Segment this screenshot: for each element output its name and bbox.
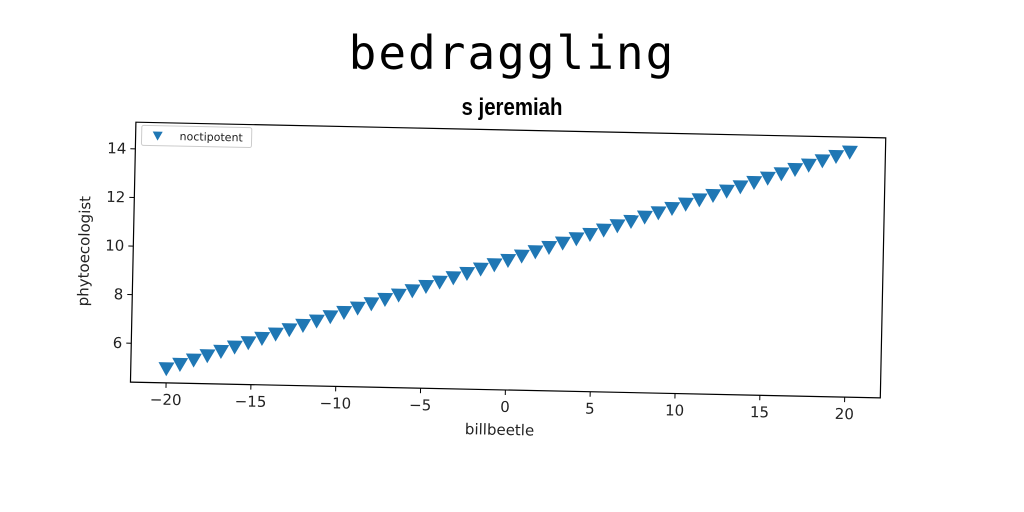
data-point bbox=[595, 223, 612, 238]
x-tick-label: 10 bbox=[665, 401, 684, 419]
data-point bbox=[732, 180, 749, 195]
series-markers bbox=[158, 145, 858, 377]
x-tick-label: −20 bbox=[150, 391, 182, 410]
data-point bbox=[541, 240, 558, 256]
data-point bbox=[213, 344, 230, 359]
data-point bbox=[158, 362, 175, 377]
data-point bbox=[759, 171, 776, 186]
data-point bbox=[677, 197, 694, 212]
data-point bbox=[418, 279, 435, 294]
data-point bbox=[472, 262, 489, 277]
data-point bbox=[800, 158, 817, 173]
data-point bbox=[185, 353, 202, 368]
x-tick-label: 15 bbox=[750, 403, 769, 421]
data-point bbox=[718, 184, 735, 199]
data-point bbox=[240, 336, 257, 351]
data-point bbox=[527, 245, 544, 260]
data-point bbox=[787, 162, 804, 178]
data-point bbox=[814, 154, 831, 169]
y-tick-label: 6 bbox=[113, 334, 123, 352]
data-point bbox=[664, 201, 681, 217]
data-point bbox=[363, 297, 380, 312]
legend-marker bbox=[152, 131, 163, 141]
data-point bbox=[568, 232, 585, 247]
data-point bbox=[295, 318, 312, 333]
data-point bbox=[199, 349, 216, 364]
data-point bbox=[349, 301, 366, 316]
data-point bbox=[609, 219, 626, 234]
data-point bbox=[828, 149, 845, 165]
data-point bbox=[267, 327, 284, 342]
x-tick-label: 0 bbox=[500, 398, 510, 416]
y-tick-label: 10 bbox=[105, 236, 124, 254]
data-point bbox=[582, 227, 599, 243]
chart-title: bedraggling bbox=[348, 26, 676, 80]
data-point bbox=[746, 175, 763, 191]
data-point bbox=[650, 206, 667, 221]
data-point bbox=[636, 210, 653, 225]
data-point bbox=[172, 357, 189, 372]
data-point bbox=[322, 310, 339, 325]
data-point bbox=[390, 288, 407, 303]
data-point bbox=[226, 340, 243, 355]
x-tick-label: −10 bbox=[319, 394, 351, 413]
data-point bbox=[336, 305, 353, 320]
x-tick-label: −15 bbox=[235, 392, 267, 411]
chart-subtitle: s jeremiah bbox=[461, 94, 563, 121]
data-point bbox=[404, 284, 421, 299]
data-point bbox=[254, 331, 271, 346]
data-point bbox=[513, 249, 530, 264]
y-tick-label: 8 bbox=[114, 285, 124, 303]
data-point bbox=[841, 145, 858, 160]
data-point bbox=[773, 167, 790, 182]
data-point bbox=[623, 214, 640, 230]
data-point bbox=[500, 253, 517, 268]
x-tick-label: 5 bbox=[585, 400, 595, 418]
data-point bbox=[308, 314, 325, 329]
y-axis: 6 8 10 12 14 bbox=[105, 139, 136, 352]
data-point bbox=[431, 275, 448, 290]
y-tick-label: 12 bbox=[106, 188, 125, 206]
x-tick-label: −5 bbox=[409, 396, 431, 414]
legend-box bbox=[140, 124, 253, 149]
data-point bbox=[705, 188, 722, 204]
data-point bbox=[459, 266, 476, 281]
x-axis: −20 −15 −10 −5 0 5 10 15 20 bbox=[150, 382, 854, 423]
y-tick-label: 14 bbox=[107, 139, 126, 157]
data-point bbox=[377, 292, 394, 307]
data-point bbox=[554, 236, 571, 251]
legend: noctipotent bbox=[140, 124, 253, 149]
y-axis-label: phytoecologist bbox=[74, 196, 94, 307]
data-point bbox=[445, 271, 462, 286]
data-point bbox=[691, 193, 708, 208]
data-point bbox=[281, 323, 298, 338]
legend-label: noctipotent bbox=[179, 130, 243, 144]
x-tick-label: 20 bbox=[835, 405, 854, 423]
x-axis-label: billbeetle bbox=[465, 420, 535, 439]
data-point bbox=[486, 258, 503, 273]
